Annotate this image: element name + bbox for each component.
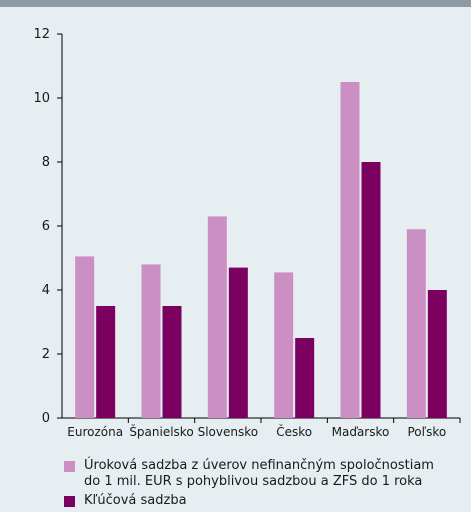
legend: Úroková sadzba z úverov nefinančným spol… [64, 458, 464, 512]
header-bar [0, 0, 471, 7]
y-tick-label: 0 [42, 411, 50, 426]
x-tick-label: Maďarsko [332, 425, 390, 439]
legend-label-line-1: Úroková sadzba z úverov nefinančným spol… [84, 458, 434, 473]
x-tick-label: Španielsko [129, 424, 193, 439]
bar-series-1-5 [406, 229, 426, 418]
y-tick-label: 10 [33, 91, 50, 106]
bar-series-2-4 [361, 162, 381, 418]
bar-series-1-1 [141, 264, 161, 418]
bar-series-2-5 [427, 290, 447, 418]
bar-series-1-0 [75, 256, 95, 418]
legend-swatch-series-1 [64, 461, 75, 472]
bar-series-1-2 [207, 216, 227, 418]
bar-series-2-0 [96, 306, 116, 418]
bar-chart: 0 2 4 6 8 10 12 Eurozóna Španielsko Slovensko Česk… [33, 27, 461, 439]
y-tick-label: 8 [42, 155, 50, 170]
legend-swatch-series-2 [64, 496, 75, 507]
legend-label-line-2: do 1 mil. EUR s pohyblivou sadzbou a ZFS… [84, 474, 423, 489]
bar-series-1-4 [340, 82, 360, 418]
legend-item-series-2: Kľúčová sadzba [64, 493, 464, 509]
bar-series-2-1 [162, 306, 182, 418]
x-tick-label: Slovensko [198, 425, 259, 439]
legend-label-series-2: Kľúčová sadzba [84, 493, 187, 508]
y-tick-label: 2 [42, 347, 50, 362]
x-tick-label: Eurozóna [67, 425, 123, 439]
bar-series-2-3 [295, 338, 315, 418]
bar-series-2-2 [228, 267, 248, 418]
y-tick-label: 4 [42, 283, 50, 298]
bar-series-1-3 [274, 272, 294, 418]
x-tick-label: Poľsko [407, 425, 446, 439]
y-tick-label: 6 [42, 219, 50, 234]
legend-item-series-1: Úroková sadzba z úverov nefinančným spol… [64, 458, 464, 490]
y-tick-label: 12 [33, 27, 50, 42]
x-tick-label: Česko [276, 424, 312, 439]
